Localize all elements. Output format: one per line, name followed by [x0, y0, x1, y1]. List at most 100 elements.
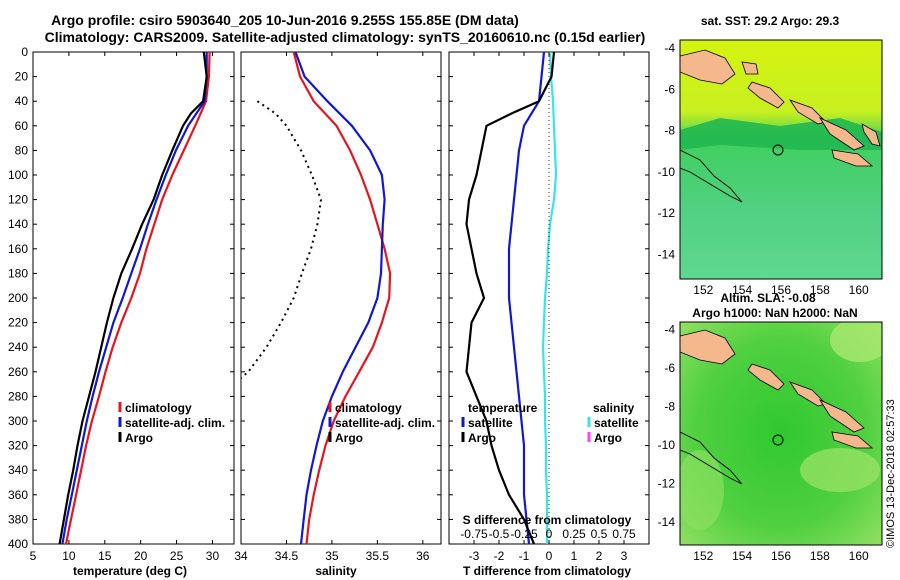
- legend-label-satellite: satellite-adj. clim.: [335, 416, 435, 430]
- legend-label-s-satellite: satellite: [594, 416, 639, 430]
- temperature-xlabel: temperature (deg C): [73, 564, 187, 578]
- credit-text: ©IMOS 13-Dec-2018 02:57:33: [885, 399, 897, 548]
- map-x-tick-label: 158: [810, 283, 830, 297]
- x-tick-label: 35.5: [366, 549, 390, 563]
- map-x-tick-label: 158: [810, 549, 830, 563]
- map-y-tick-label: -14: [658, 515, 676, 529]
- x-tick-label: 36: [416, 549, 430, 563]
- legend-label-argo: Argo: [125, 431, 153, 445]
- map-x-tick-label: 154: [732, 549, 752, 563]
- y-tick-label: 320: [8, 439, 28, 453]
- island-isabel: [818, 117, 865, 151]
- x-tick-label: 2: [596, 549, 603, 563]
- y-tick-label: 360: [8, 488, 28, 502]
- x-top-tick-label: 0.75: [612, 527, 636, 541]
- argo-position-marker: [772, 434, 784, 446]
- sla-high-patch-3: [800, 448, 880, 492]
- y-tick-label: 80: [15, 143, 29, 157]
- island-guadalcanal: [831, 149, 874, 167]
- series-s-satellite: [541, 52, 558, 544]
- y-tick-label: 160: [8, 242, 28, 256]
- y-tick-label: 380: [8, 512, 28, 526]
- difference-axes: [448, 51, 650, 545]
- x-top-tick-label: 0.25: [562, 527, 586, 541]
- map-y-tick-label: -8: [664, 124, 675, 138]
- legend-title-temperature: temperature: [468, 401, 538, 415]
- x-top-tick-label: -0.5: [489, 527, 510, 541]
- difference-top-xlabel: S difference from climatology: [463, 513, 632, 527]
- x-top-tick-label: 0.5: [591, 527, 608, 541]
- y-tick-label: 40: [15, 94, 29, 108]
- x-tick-label: 34: [234, 549, 248, 563]
- x-tick-label: 35: [325, 549, 339, 563]
- x-tick-label: 5: [30, 549, 37, 563]
- x-top-tick-label: -0.25: [510, 527, 538, 541]
- series-satellite-adj-clim-: [61, 52, 208, 544]
- series-argo: [241, 100, 322, 379]
- sst-map-frame: [679, 39, 883, 280]
- legend-label-t-argo: Argo: [468, 431, 496, 445]
- y-tick-label: 20: [15, 70, 29, 84]
- difference-legend-temperature: temperature satellite Argo: [461, 401, 538, 445]
- map-x-tick-label: 160: [849, 549, 869, 563]
- y-tick-label: 120: [8, 193, 28, 207]
- y-tick-label: 180: [8, 266, 28, 280]
- y-tick-label: 60: [15, 119, 29, 133]
- x-tick-label: 3: [621, 549, 628, 563]
- sla-map-title-1: Altim. SLA: -0.08: [720, 291, 816, 305]
- y-tick-label: 200: [8, 291, 28, 305]
- map-y-tick-label: -10: [658, 438, 676, 452]
- island-bougainville: [747, 363, 785, 391]
- map-y-tick-label: -4: [664, 323, 675, 337]
- map-x-tick-label: 156: [771, 549, 791, 563]
- y-tick-label: 280: [8, 389, 28, 403]
- difference-xlabel: T difference from climatology: [463, 564, 631, 578]
- map-y-tick-label: -14: [658, 247, 676, 261]
- y-tick-label: 400: [8, 537, 28, 551]
- map-x-tick-label: 160: [849, 283, 869, 297]
- legend-title-salinity: salinity: [593, 401, 635, 415]
- series-argo: [58, 52, 208, 544]
- png-coast: [680, 149, 743, 203]
- legend-label-t-satellite: satellite: [468, 416, 513, 430]
- salinity-series: [241, 52, 392, 544]
- sst-map: [680, 40, 882, 279]
- island-isabel: [818, 399, 865, 433]
- png-coast: [680, 431, 743, 485]
- island-guadalcanal: [831, 431, 874, 449]
- legend-label-satellite: satellite-adj. clim.: [125, 416, 225, 430]
- map-x-tick-label: 152: [693, 549, 713, 563]
- x-tick-label: 30: [206, 549, 220, 563]
- series-satellite-adj-clim-: [294, 52, 386, 544]
- island-bougainville: [747, 81, 785, 109]
- x-tick-label: 20: [134, 549, 148, 563]
- map-y-tick-label: -4: [664, 41, 675, 55]
- map-y-tick-label: -12: [658, 206, 676, 220]
- series-t-argo: [465, 52, 556, 544]
- temperature-axes: [32, 51, 235, 545]
- difference-legend-salinity: salinity satellite Argo: [587, 401, 639, 445]
- island-new-britain-east: [741, 61, 759, 75]
- map-y-tick-label: -10: [658, 165, 676, 179]
- map-y-tick-label: -12: [658, 476, 676, 490]
- island-choiseul: [788, 381, 827, 407]
- series-t-satellite: [507, 52, 546, 544]
- y-tick-label: 240: [8, 340, 28, 354]
- x-tick-label: -1: [519, 549, 530, 563]
- map-y-tick-label: -6: [664, 361, 675, 375]
- island-malaita: [861, 123, 881, 147]
- x-tick-label: 34.5: [275, 549, 299, 563]
- map-y-tick-label: -8: [664, 400, 675, 414]
- x-tick-label: -3: [469, 549, 480, 563]
- salinity-legend: climatology satellite-adj. clim. Argo: [328, 401, 435, 445]
- y-tick-label: 300: [8, 414, 28, 428]
- x-top-tick-label: -0.75: [460, 527, 488, 541]
- series-climatology: [64, 52, 211, 544]
- axis-ticks: 0204060801001201401601802002202402602803…: [8, 41, 869, 563]
- legend-label-climatology: climatology: [335, 401, 402, 415]
- x-tick-label: 10: [62, 549, 76, 563]
- x-tick-label: -2: [494, 549, 505, 563]
- salinity-axes: [240, 51, 442, 545]
- series-climatology: [292, 52, 392, 544]
- title-line2: Climatology: CARS2009. Satellite-adjuste…: [45, 29, 646, 45]
